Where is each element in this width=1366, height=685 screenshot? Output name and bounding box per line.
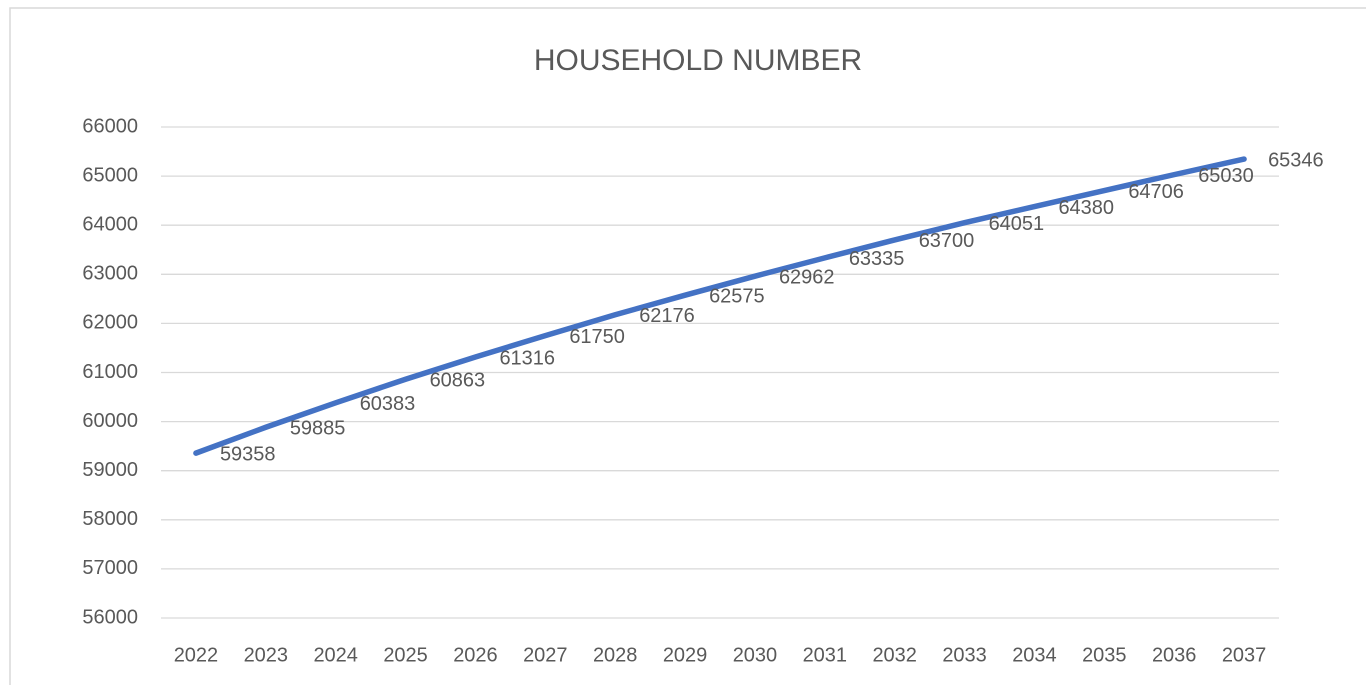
x-tick-label: 2029 <box>663 644 708 666</box>
y-tick-label: 56000 <box>82 606 138 628</box>
y-tick-label: 62000 <box>82 312 138 334</box>
x-tick-label: 2026 <box>453 644 498 666</box>
x-tick-label: 2022 <box>174 644 219 666</box>
data-label: 64380 <box>1058 197 1114 219</box>
x-tick-label: 2023 <box>244 644 289 666</box>
x-tick-label: 2033 <box>942 644 987 666</box>
data-label: 62575 <box>709 285 765 307</box>
y-tick-label: 64000 <box>82 213 138 235</box>
data-label: 63700 <box>919 230 975 252</box>
y-tick-label: 58000 <box>82 508 138 530</box>
data-label: 61316 <box>499 347 555 369</box>
data-label: 59358 <box>220 443 276 465</box>
data-label: 61750 <box>569 326 625 348</box>
data-label: 60863 <box>430 370 486 392</box>
x-tick-label: 2032 <box>872 644 917 666</box>
y-tick-label: 59000 <box>82 459 138 481</box>
chart-title: HOUSEHOLD NUMBER <box>534 44 862 77</box>
data-label: 64051 <box>989 213 1045 235</box>
x-tick-label: 2028 <box>593 644 638 666</box>
data-line <box>193 156 1247 456</box>
x-tick-label: 2031 <box>803 644 848 666</box>
y-tick-label: 63000 <box>82 263 138 285</box>
data-label: 65030 <box>1198 165 1254 187</box>
x-tick-label: 2030 <box>733 644 778 666</box>
x-tick-label: 2027 <box>523 644 568 666</box>
y-tick-label: 65000 <box>82 164 138 186</box>
x-tick-label: 2037 <box>1222 644 1267 666</box>
data-label: 64706 <box>1128 181 1184 203</box>
data-label: 62962 <box>779 266 835 288</box>
y-tick-label: 60000 <box>82 410 138 432</box>
x-tick-label: 2035 <box>1082 644 1127 666</box>
chart-frame <box>9 7 1366 685</box>
x-tick-label: 2024 <box>313 644 358 666</box>
y-tick-label: 61000 <box>82 361 138 383</box>
data-label: 63335 <box>849 248 905 270</box>
data-label: 59885 <box>290 418 346 440</box>
y-tick-label: 57000 <box>82 557 138 579</box>
data-label: 65346 <box>1268 149 1324 171</box>
data-label: 60383 <box>360 393 416 415</box>
x-tick-label: 2025 <box>383 644 428 666</box>
x-tick-label: 2036 <box>1152 644 1197 666</box>
y-tick-label: 66000 <box>82 115 138 137</box>
x-tick-label: 2034 <box>1012 644 1057 666</box>
data-label: 62176 <box>639 305 695 327</box>
